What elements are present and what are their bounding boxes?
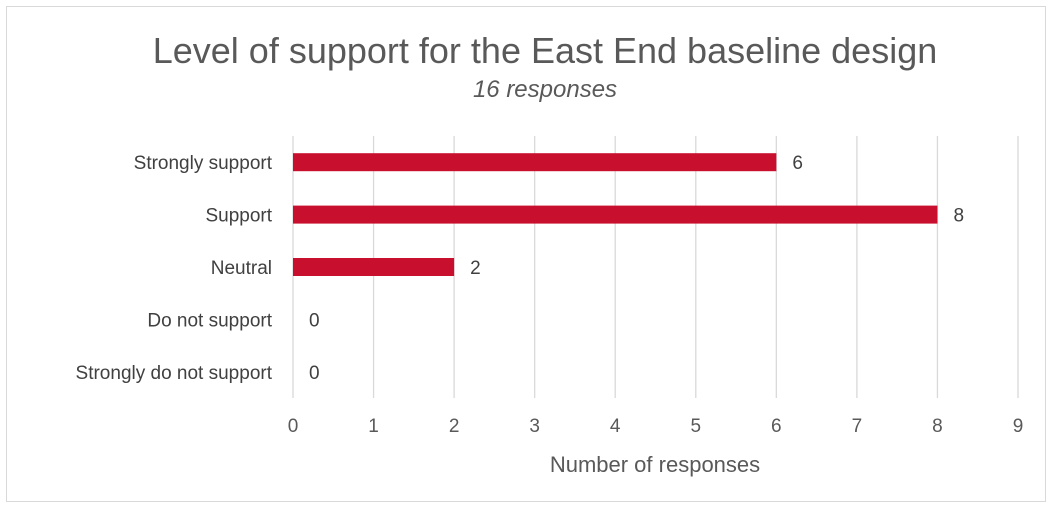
category-label: Neutral (211, 258, 272, 279)
chart-title: Level of support for the East End baseli… (153, 30, 938, 71)
x-tick-label: 9 (1013, 416, 1024, 437)
gridlines (292, 136, 1019, 398)
bar (293, 258, 455, 276)
x-axis-title: Number of responses (550, 452, 760, 477)
data-label: 0 (309, 310, 320, 331)
category-label: Strongly do not support (76, 363, 273, 384)
data-label: 6 (792, 153, 803, 174)
bar (293, 205, 938, 224)
bar (293, 153, 777, 172)
chart-subtitle: 16 responses (473, 76, 617, 103)
x-tick-label: 2 (449, 416, 460, 437)
x-tick-label: 4 (610, 416, 621, 437)
category-label: Support (205, 206, 272, 227)
category-label: Do not support (147, 310, 272, 331)
x-tick-label: 3 (529, 416, 540, 437)
data-label: 2 (470, 258, 481, 279)
chart-frame (6, 6, 1046, 502)
category-labels: Strongly support Support Neutral Do not sup… (76, 153, 273, 384)
category-label: Strongly support (134, 153, 273, 174)
bars: 6 8 2 0 0 (293, 153, 964, 384)
x-tick-label: 6 (771, 416, 782, 437)
data-label: 8 (953, 206, 964, 227)
data-label: 0 (309, 363, 320, 384)
x-tick-label: 5 (690, 416, 701, 437)
x-tick-label: 0 (288, 416, 299, 437)
x-tick-label: 7 (852, 416, 863, 437)
x-tick-labels: 0 1 2 3 4 5 6 7 8 9 (288, 416, 1024, 437)
x-tick-label: 1 (368, 416, 379, 437)
x-tick-label: 8 (932, 416, 943, 437)
